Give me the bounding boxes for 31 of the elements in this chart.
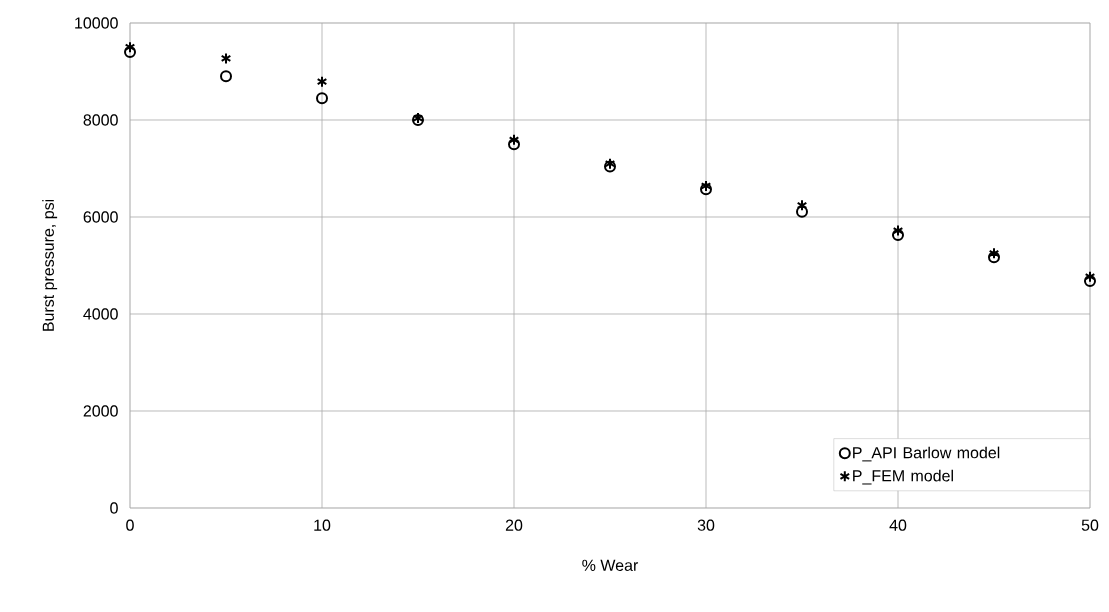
legend-label: P_FEM model — [853, 469, 953, 485]
point — [508, 133, 520, 146]
point — [988, 247, 1000, 260]
x-tick-label: 40 — [889, 519, 907, 531]
x-tick-label: 50 — [1081, 519, 1099, 531]
y-tick-label: 2000 — [83, 405, 118, 417]
point — [988, 251, 1000, 264]
point — [1084, 275, 1096, 288]
point — [124, 41, 136, 54]
y-axis-title: Burst pressure, psi — [42, 199, 58, 331]
x-tick-label: 20 — [505, 519, 523, 531]
point — [316, 92, 329, 105]
point — [508, 138, 520, 151]
point — [700, 183, 712, 196]
y-tick-label: 8000 — [83, 114, 118, 126]
x-axis-title: % Wear — [582, 559, 639, 571]
point — [796, 199, 808, 212]
point — [1084, 270, 1096, 283]
x-tick-label: 10 — [314, 519, 331, 531]
point — [220, 52, 232, 65]
point — [220, 70, 233, 83]
legend-label: P_API Barlow model — [853, 446, 1000, 462]
y-tick-label: 0 — [110, 502, 118, 514]
x-tick-label: 0 — [126, 519, 134, 531]
y-tick-label: 4000 — [83, 308, 118, 320]
point — [892, 224, 904, 237]
point — [124, 46, 137, 59]
point — [316, 75, 328, 88]
y-tick-label: 10000 — [75, 17, 118, 29]
y-tick-label: 6000 — [83, 211, 118, 223]
x-tick-label: 30 — [697, 519, 715, 531]
